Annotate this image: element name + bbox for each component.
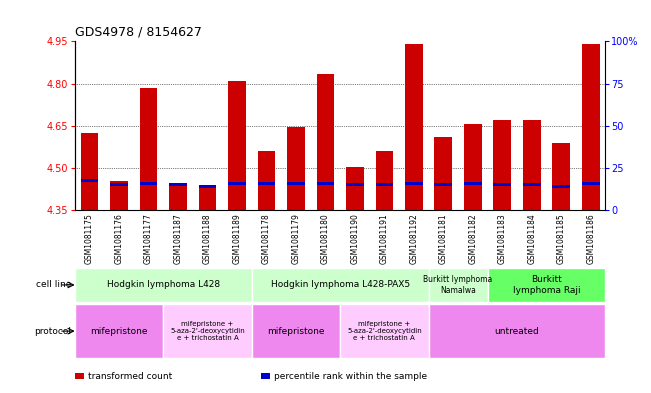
Bar — [252, 304, 340, 358]
Bar — [75, 304, 163, 358]
Bar — [81, 133, 98, 210]
Bar — [340, 304, 428, 358]
Bar — [552, 185, 570, 188]
Text: mifepristone +
5-aza-2'-deoxycytidin
e + trichostatin A: mifepristone + 5-aza-2'-deoxycytidin e +… — [347, 321, 422, 341]
Text: GSM1081182: GSM1081182 — [468, 213, 477, 264]
Bar — [169, 184, 187, 186]
Text: Burkitt
lymphoma Raji: Burkitt lymphoma Raji — [513, 275, 580, 295]
Bar — [316, 73, 334, 210]
Text: GDS4978 / 8154627: GDS4978 / 8154627 — [75, 26, 202, 39]
Text: mifepristone: mifepristone — [267, 327, 325, 336]
Bar — [163, 304, 252, 358]
Bar — [75, 268, 252, 301]
Text: GSM1081189: GSM1081189 — [232, 213, 242, 264]
Bar — [434, 137, 452, 210]
Bar — [346, 184, 364, 186]
Text: GSM1081184: GSM1081184 — [527, 213, 536, 264]
Bar — [260, 373, 270, 379]
Bar — [405, 182, 422, 185]
Bar — [493, 184, 511, 186]
Bar — [287, 127, 305, 210]
Bar — [81, 179, 98, 182]
Bar — [434, 184, 452, 186]
Bar — [199, 185, 216, 188]
Bar — [346, 167, 364, 210]
Text: Burkitt lymphoma
Namalwa: Burkitt lymphoma Namalwa — [423, 275, 493, 295]
Bar — [228, 182, 246, 185]
Bar — [169, 184, 187, 210]
Text: transformed count: transformed count — [88, 372, 173, 380]
Bar — [523, 120, 540, 210]
Bar — [140, 88, 158, 210]
Text: GSM1081177: GSM1081177 — [144, 213, 153, 264]
Bar — [228, 81, 246, 210]
Bar — [199, 185, 216, 210]
Text: GSM1081175: GSM1081175 — [85, 213, 94, 264]
Bar — [376, 184, 393, 186]
Bar — [552, 143, 570, 210]
Bar — [252, 268, 428, 301]
Text: cell line: cell line — [36, 281, 72, 289]
Bar — [428, 268, 488, 301]
Text: untreated: untreated — [495, 327, 540, 336]
Bar — [582, 44, 600, 210]
Bar — [258, 151, 275, 210]
Text: GSM1081186: GSM1081186 — [586, 213, 595, 264]
Bar — [110, 181, 128, 210]
Text: GSM1081181: GSM1081181 — [439, 213, 448, 264]
Text: GSM1081176: GSM1081176 — [115, 213, 124, 264]
Text: mifepristone +
5-aza-2'-deoxycytidin
e + trichostatin A: mifepristone + 5-aza-2'-deoxycytidin e +… — [170, 321, 245, 341]
Bar — [316, 182, 334, 185]
Text: GSM1081178: GSM1081178 — [262, 213, 271, 264]
Text: Hodgkin lymphoma L428-PAX5: Hodgkin lymphoma L428-PAX5 — [271, 281, 409, 289]
Bar — [464, 182, 482, 185]
Bar — [493, 120, 511, 210]
Bar — [75, 373, 85, 379]
Bar — [428, 304, 605, 358]
Bar — [110, 184, 128, 186]
Bar — [464, 124, 482, 210]
Text: Hodgkin lymphoma L428: Hodgkin lymphoma L428 — [107, 281, 220, 289]
Text: GSM1081188: GSM1081188 — [203, 213, 212, 264]
Text: protocol: protocol — [35, 327, 72, 336]
Bar — [523, 184, 540, 186]
Text: GSM1081180: GSM1081180 — [321, 213, 330, 264]
Text: GSM1081191: GSM1081191 — [380, 213, 389, 264]
Text: mifepristone: mifepristone — [90, 327, 148, 336]
Bar — [582, 182, 600, 185]
Text: GSM1081179: GSM1081179 — [292, 213, 300, 264]
Text: GSM1081185: GSM1081185 — [557, 213, 566, 264]
Text: GSM1081192: GSM1081192 — [409, 213, 419, 264]
Bar — [405, 44, 422, 210]
Bar — [488, 268, 605, 301]
Bar — [258, 182, 275, 185]
Bar — [140, 182, 158, 185]
Text: GSM1081183: GSM1081183 — [498, 213, 506, 264]
Text: GSM1081190: GSM1081190 — [350, 213, 359, 264]
Text: GSM1081187: GSM1081187 — [174, 213, 182, 264]
Bar — [376, 151, 393, 210]
Bar — [287, 182, 305, 185]
Text: percentile rank within the sample: percentile rank within the sample — [274, 372, 427, 380]
